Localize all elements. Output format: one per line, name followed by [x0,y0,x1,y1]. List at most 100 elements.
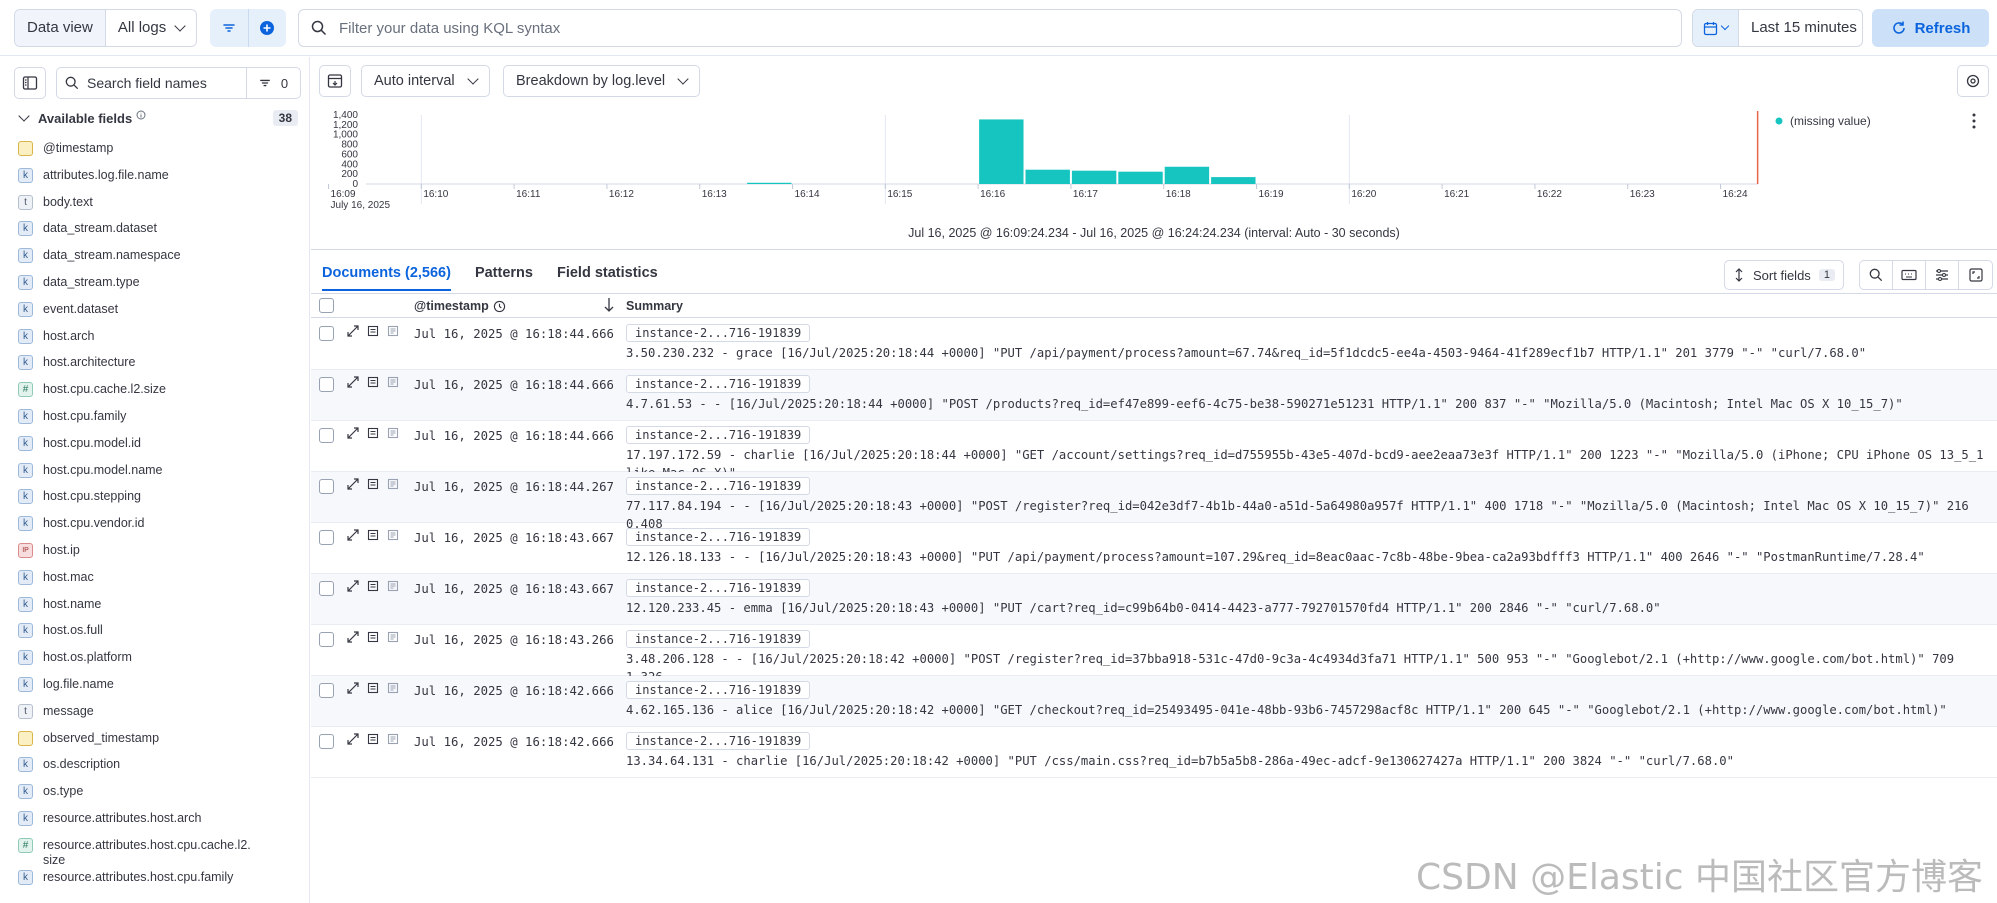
resource-badge[interactable]: instance-2...716-191839 [626,528,811,546]
sort-fields-button[interactable]: Sort fields 1 [1724,260,1844,290]
document-icon[interactable] [367,733,379,745]
field-item[interactable]: k os.description [18,754,303,781]
expand-icon[interactable] [347,733,359,745]
document-icon[interactable] [367,682,379,694]
field-item[interactable]: k data_stream.namespace [18,245,303,272]
table-row[interactable]: Jul 16, 2025 @ 16:18:43.667 instance-2...… [311,574,1997,625]
table-row[interactable]: Jul 16, 2025 @ 16:18:43.266 instance-2...… [311,625,1997,684]
field-type-filter-button[interactable]: 0 [246,68,300,98]
available-fields-header[interactable]: Available fields 38 [18,108,298,128]
field-item[interactable]: @timestamp [18,138,303,165]
field-item[interactable]: k data_stream.dataset [18,218,303,245]
field-item[interactable]: k host.os.platform [18,647,303,674]
stacktrace-icon[interactable] [387,529,399,541]
expand-icon[interactable] [347,529,359,541]
field-item[interactable]: k data_stream.type [18,272,303,299]
table-row[interactable]: Jul 16, 2025 @ 16:18:44.666 instance-2...… [311,319,1997,370]
display-settings-button[interactable] [1926,261,1959,289]
toggle-sidebar-button[interactable] [14,67,46,99]
row-checkbox[interactable] [319,377,334,392]
resource-badge[interactable]: instance-2...716-191839 [626,579,811,597]
interval-select[interactable]: Auto interval [361,65,490,97]
breakdown-select[interactable]: Breakdown by log.level [503,65,701,97]
fullscreen-button[interactable] [1959,261,1992,289]
stacktrace-icon[interactable] [387,631,399,643]
document-icon[interactable] [367,529,379,541]
table-row[interactable]: Jul 16, 2025 @ 16:18:43.667 instance-2...… [311,523,1997,574]
data-view-dropdown[interactable]: All logs [105,10,197,46]
row-checkbox[interactable] [319,479,334,494]
document-icon[interactable] [367,376,379,388]
time-picker[interactable]: Last 15 minutes [1692,9,1863,47]
row-checkbox[interactable] [319,734,334,749]
field-item[interactable]: observed_timestamp [18,728,303,755]
field-item[interactable]: k event.dataset [18,299,303,326]
row-checkbox[interactable] [319,683,334,698]
tab-patterns[interactable]: Patterns [474,265,533,281]
expand-icon[interactable] [347,682,359,694]
stacktrace-icon[interactable] [387,580,399,592]
refresh-button[interactable]: Refresh [1872,9,1989,47]
table-row[interactable]: Jul 16, 2025 @ 16:18:42.666 instance-2...… [311,676,1997,727]
table-row[interactable]: Jul 16, 2025 @ 16:18:44.666 instance-2...… [311,421,1997,480]
field-search-input[interactable]: Search field names 0 [56,67,301,99]
document-icon[interactable] [367,580,379,592]
keyboard-shortcuts-button[interactable] [1893,261,1926,289]
expand-icon[interactable] [347,376,359,388]
grid-search-button[interactable] [1860,261,1893,289]
document-icon[interactable] [367,325,379,337]
field-item[interactable]: # host.cpu.cache.l2.size [18,379,303,406]
field-item[interactable]: k os.type [18,781,303,808]
filter-menu-button[interactable] [210,9,249,47]
quick-select-button[interactable] [1693,10,1739,46]
table-row[interactable]: Jul 16, 2025 @ 16:18:44.666 instance-2...… [311,370,1997,421]
field-item[interactable]: k host.arch [18,326,303,353]
row-checkbox[interactable] [319,428,334,443]
field-item[interactable]: # resource.attributes.host.cpu.cache.l2. … [18,835,303,867]
resource-badge[interactable]: instance-2...716-191839 [626,375,811,393]
expand-icon[interactable] [347,325,359,337]
field-item[interactable]: k resource.attributes.host.cpu.family [18,867,303,894]
resource-badge[interactable]: instance-2...716-191839 [626,630,811,648]
field-item[interactable]: k host.cpu.vendor.id [18,513,303,540]
resource-badge[interactable]: instance-2...716-191839 [626,324,811,342]
stacktrace-icon[interactable] [387,682,399,694]
row-checkbox[interactable] [319,581,334,596]
field-item[interactable]: IP host.ip [18,540,303,567]
field-item[interactable]: k host.os.full [18,620,303,647]
data-view-selector[interactable]: Data view All logs [14,9,198,47]
table-row[interactable]: Jul 16, 2025 @ 16:18:42.666 instance-2...… [311,727,1997,778]
chart-options-button[interactable] [319,65,351,97]
expand-icon[interactable] [347,478,359,490]
field-item[interactable]: t body.text [18,192,303,219]
stacktrace-icon[interactable] [387,478,399,490]
sort-descending-button[interactable] [603,297,615,316]
field-item[interactable]: t message [18,701,303,728]
stacktrace-icon[interactable] [387,376,399,388]
field-item[interactable]: k host.cpu.family [18,406,303,433]
chart-settings-button[interactable] [1957,65,1989,97]
field-item[interactable]: k attributes.log.file.name [18,165,303,192]
expand-icon[interactable] [347,580,359,592]
field-item[interactable]: k host.cpu.model.id [18,433,303,460]
stacktrace-icon[interactable] [387,325,399,337]
row-checkbox[interactable] [319,632,334,647]
resource-badge[interactable]: instance-2...716-191839 [626,426,811,444]
timestamp-column-header[interactable]: @timestamp [414,299,506,313]
tab-field-statistics[interactable]: Field statistics [556,265,658,281]
field-item[interactable]: k host.name [18,594,303,621]
table-row[interactable]: Jul 16, 2025 @ 16:18:44.267 instance-2...… [311,472,1997,531]
document-icon[interactable] [367,631,379,643]
field-item[interactable]: k log.file.name [18,674,303,701]
add-filter-button[interactable] [249,9,287,47]
field-item[interactable]: k host.architecture [18,352,303,379]
field-item[interactable]: k resource.attributes.host.arch [18,808,303,835]
resource-badge[interactable]: instance-2...716-191839 [626,732,811,750]
resource-badge[interactable]: instance-2...716-191839 [626,477,811,495]
tab-documents[interactable]: Documents (2,566) [322,265,451,291]
field-item[interactable]: k host.cpu.stepping [18,486,303,513]
expand-icon[interactable] [347,427,359,439]
document-icon[interactable] [367,427,379,439]
stacktrace-icon[interactable] [387,427,399,439]
resource-badge[interactable]: instance-2...716-191839 [626,681,811,699]
